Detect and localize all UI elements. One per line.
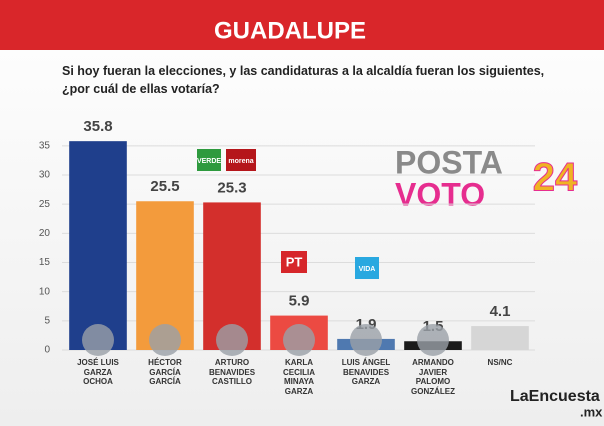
site-name: LaEncuesta (510, 388, 600, 405)
y-tick-label: 20 (39, 228, 51, 239)
candidate-name: NS/NC (487, 358, 513, 367)
party-logo (226, 149, 256, 171)
value-label: 25.5 (150, 178, 179, 195)
bar (69, 141, 127, 350)
candidate-photo (350, 324, 382, 356)
voto-logo: VOTO (395, 176, 485, 212)
header-band (0, 0, 604, 50)
candidate-name: ARMANDO JAVIER PALOMO GONZÁLEZ (411, 358, 455, 396)
y-tick-label: 10 (39, 286, 51, 297)
site-domain: .mx (580, 404, 603, 419)
party-logo-text: VIDA (359, 266, 376, 273)
y-tick-label: 25 (39, 199, 51, 210)
value-label: 25.3 (217, 179, 246, 196)
candidate-name: ARTURO BENAVIDES CASTILLO (208, 358, 256, 386)
party-logo (197, 149, 221, 171)
party-logo-text: PT (286, 254, 303, 269)
party-logo (281, 251, 307, 273)
y-tick-label: 0 (44, 345, 50, 356)
candidate-name: KARLA CECILIA MINAYA GARZA (283, 358, 315, 396)
candidate-name: LUIS ÁNGEL BENAVIDES GARZA (341, 358, 391, 386)
candidate-photo (417, 324, 449, 356)
y-tick-label: 5 (44, 315, 50, 326)
question: Si hoy fueran la elecciones, y las candi… (62, 64, 545, 96)
candidate-name: JOSÉ LUIS GARZA OCHOA (77, 358, 119, 386)
y-tick-label: 30 (39, 170, 51, 181)
party-logo-text: VERDE (197, 158, 221, 165)
value-label: 5.9 (289, 293, 310, 310)
candidate-photo (149, 324, 181, 356)
chart-title: GUADALUPE (214, 17, 366, 44)
y-tick-label: 35 (39, 140, 51, 151)
bar (471, 326, 529, 350)
posta-logo: POSTA (395, 144, 503, 180)
candidate-name: HÉCTOR GARCÍA GARCÍA (148, 358, 182, 386)
party-logo-text: morena (228, 158, 253, 165)
candidate-photo (283, 324, 315, 356)
year-logo: 24 (533, 156, 578, 200)
candidate-photo (216, 324, 248, 356)
y-tick-label: 15 (39, 257, 51, 268)
candidate-photo (82, 324, 114, 356)
value-label: 35.8 (83, 118, 112, 135)
value-label: 4.1 (490, 303, 511, 320)
party-logo (355, 257, 379, 279)
